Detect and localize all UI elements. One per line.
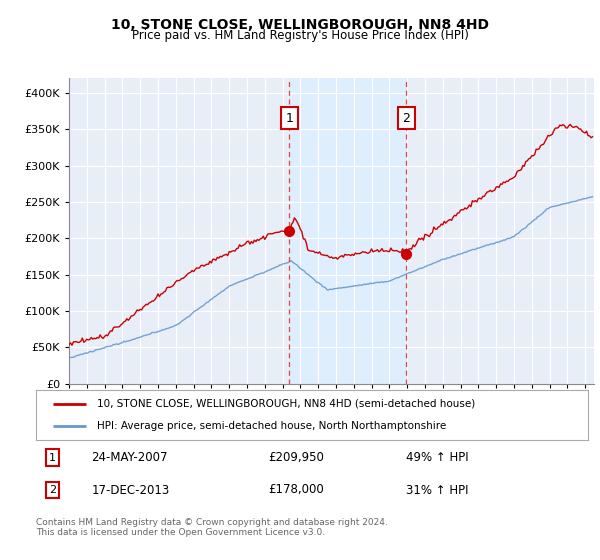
Text: 10, STONE CLOSE, WELLINGBOROUGH, NN8 4HD: 10, STONE CLOSE, WELLINGBOROUGH, NN8 4HD [111,18,489,32]
Text: Contains HM Land Registry data © Crown copyright and database right 2024.
This d: Contains HM Land Registry data © Crown c… [36,518,388,538]
Text: £209,950: £209,950 [268,451,324,464]
Text: 10, STONE CLOSE, WELLINGBOROUGH, NN8 4HD (semi-detached house): 10, STONE CLOSE, WELLINGBOROUGH, NN8 4HD… [97,399,475,409]
Text: 24-MAY-2007: 24-MAY-2007 [91,451,168,464]
Text: Price paid vs. HM Land Registry's House Price Index (HPI): Price paid vs. HM Land Registry's House … [131,29,469,42]
Text: 31% ↑ HPI: 31% ↑ HPI [406,483,469,497]
Text: £178,000: £178,000 [268,483,323,497]
Text: 1: 1 [49,453,56,463]
Text: HPI: Average price, semi-detached house, North Northamptonshire: HPI: Average price, semi-detached house,… [97,421,446,431]
Text: 1: 1 [286,112,293,125]
Text: 17-DEC-2013: 17-DEC-2013 [91,483,169,497]
Bar [289,78,406,384]
Text: 49% ↑ HPI: 49% ↑ HPI [406,451,469,464]
Text: 2: 2 [403,112,410,125]
Text: 2: 2 [49,485,56,495]
